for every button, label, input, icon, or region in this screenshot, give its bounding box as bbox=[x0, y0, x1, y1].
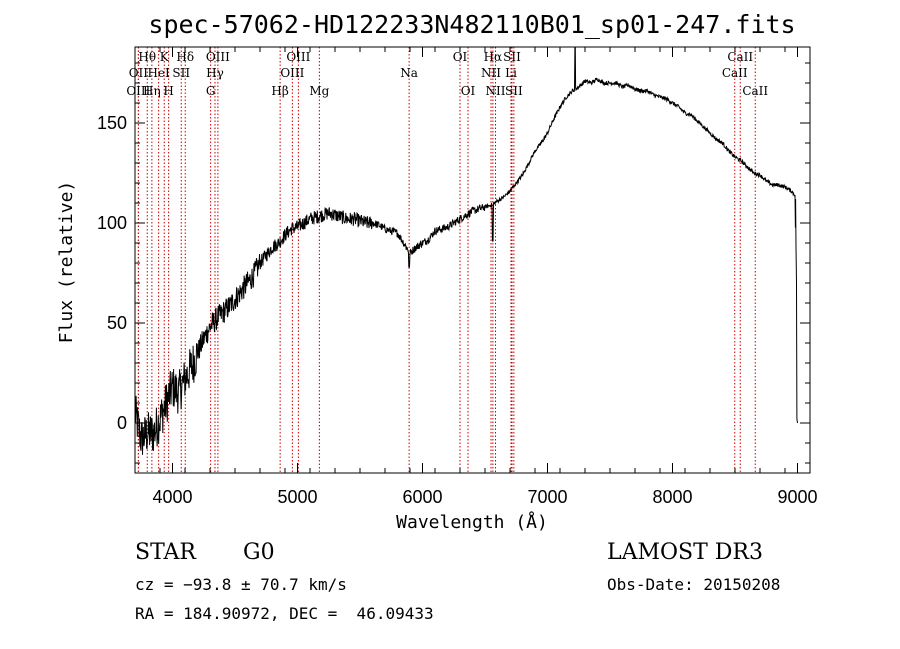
y-axis-ticks: 0 50 100 150 bbox=[97, 62, 810, 464]
spectral-line-label: CaII bbox=[727, 50, 753, 64]
survey-name: LAMOST DR3 bbox=[607, 540, 763, 565]
spectral-line-label: NII bbox=[486, 84, 506, 98]
spectral-line-label: OIII bbox=[126, 84, 150, 98]
x-tick-label: 5000 bbox=[277, 487, 317, 507]
x-tick-label: 8000 bbox=[652, 487, 692, 507]
spectral-line-label: Mg bbox=[309, 84, 329, 98]
plot-frame bbox=[134, 46, 811, 474]
spectral-line-label: Hβ bbox=[271, 84, 288, 98]
redshift-velocity: cz = −93.8 ± 70.7 km/s bbox=[135, 575, 347, 594]
y-tick-label: 100 bbox=[97, 213, 127, 233]
chart-title: spec-57062-HD122233N482110B01_sp01-247.f… bbox=[148, 10, 795, 39]
spectral-line-label: Na bbox=[400, 66, 418, 80]
spectral-line-label: HeI bbox=[147, 66, 170, 80]
spectral-line-label: OIII bbox=[206, 50, 230, 64]
spectral-line-label: OII bbox=[129, 66, 149, 80]
spectral-line-label: Hγ bbox=[206, 66, 224, 80]
x-axis-label: Wavelength (Å) bbox=[396, 511, 548, 533]
spectral-line-label: SII bbox=[505, 84, 523, 98]
y-tick-label: 0 bbox=[117, 413, 127, 433]
spectral-line-label: SII bbox=[503, 50, 521, 64]
x-axis-ticks: 4000 5000 6000 7000 8000 9000 bbox=[134, 47, 818, 507]
spectral-line-label: Li bbox=[505, 66, 517, 80]
spectral-line-label: H bbox=[163, 84, 173, 98]
spectral-line-label: OIII bbox=[280, 66, 304, 80]
y-tick-label: 150 bbox=[97, 113, 127, 133]
spectral-line-label: NII bbox=[481, 66, 501, 80]
spectral-line-label: Hδ bbox=[176, 50, 194, 64]
x-tick-label: 7000 bbox=[527, 487, 567, 507]
x-tick-label: 6000 bbox=[402, 487, 442, 507]
spectral-line-label: Hη bbox=[143, 84, 161, 98]
x-tick-label: 4000 bbox=[152, 487, 192, 507]
coordinates: RA = 184.90972, DEC = 46.09433 bbox=[135, 604, 434, 623]
spectral-line-label: Hθ bbox=[138, 50, 156, 64]
spectral-line-label: CaII bbox=[722, 66, 748, 80]
x-tick-label: 9000 bbox=[777, 487, 817, 507]
spectral-line-label: OI bbox=[453, 50, 468, 64]
spectral-line-label: Hα bbox=[484, 50, 503, 64]
observation-date: Obs-Date: 20150208 bbox=[607, 575, 781, 594]
spectral-line-label: OIII bbox=[286, 50, 310, 64]
y-axis-label: Flux (relative) bbox=[56, 181, 77, 344]
object-type: STAR bbox=[135, 540, 196, 565]
spectral-line-label: SII bbox=[172, 66, 190, 80]
spectral-line-label: CaII bbox=[742, 84, 768, 98]
object-subclass: G0 bbox=[243, 540, 275, 565]
spectral-line-markers bbox=[137, 47, 756, 473]
spectral-line-label: OI bbox=[461, 84, 476, 98]
spectrum-line bbox=[134, 46, 798, 455]
y-tick-label: 50 bbox=[107, 313, 127, 333]
spectral-line-label: K bbox=[160, 50, 170, 64]
spectral-line-label: G bbox=[206, 84, 216, 98]
